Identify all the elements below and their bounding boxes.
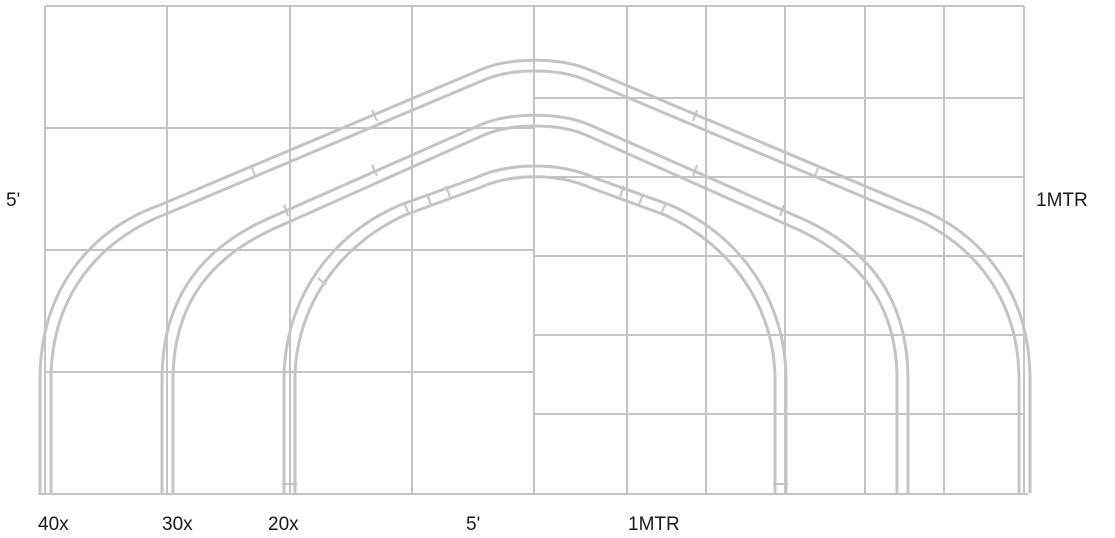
metric-grid — [534, 5, 1025, 494]
bottom-metric-scale-label: 1MTR — [628, 514, 680, 535]
label-30x: 30x — [162, 514, 193, 535]
left-scale-label: 5' — [6, 190, 20, 211]
segment-joints — [251, 109, 819, 485]
label-20x: 20x — [268, 514, 299, 535]
arch-30x — [160, 113, 910, 494]
track-arches — [38, 58, 1032, 494]
imperial-grid — [44, 5, 534, 494]
arch-20x — [282, 164, 788, 494]
right-scale-label: 1MTR — [1036, 190, 1088, 211]
arch-40x — [38, 58, 1032, 494]
measurement-grid — [38, 5, 1028, 495]
label-40x: 40x — [38, 514, 69, 535]
bottom-feet-scale-label: 5' — [466, 514, 480, 535]
